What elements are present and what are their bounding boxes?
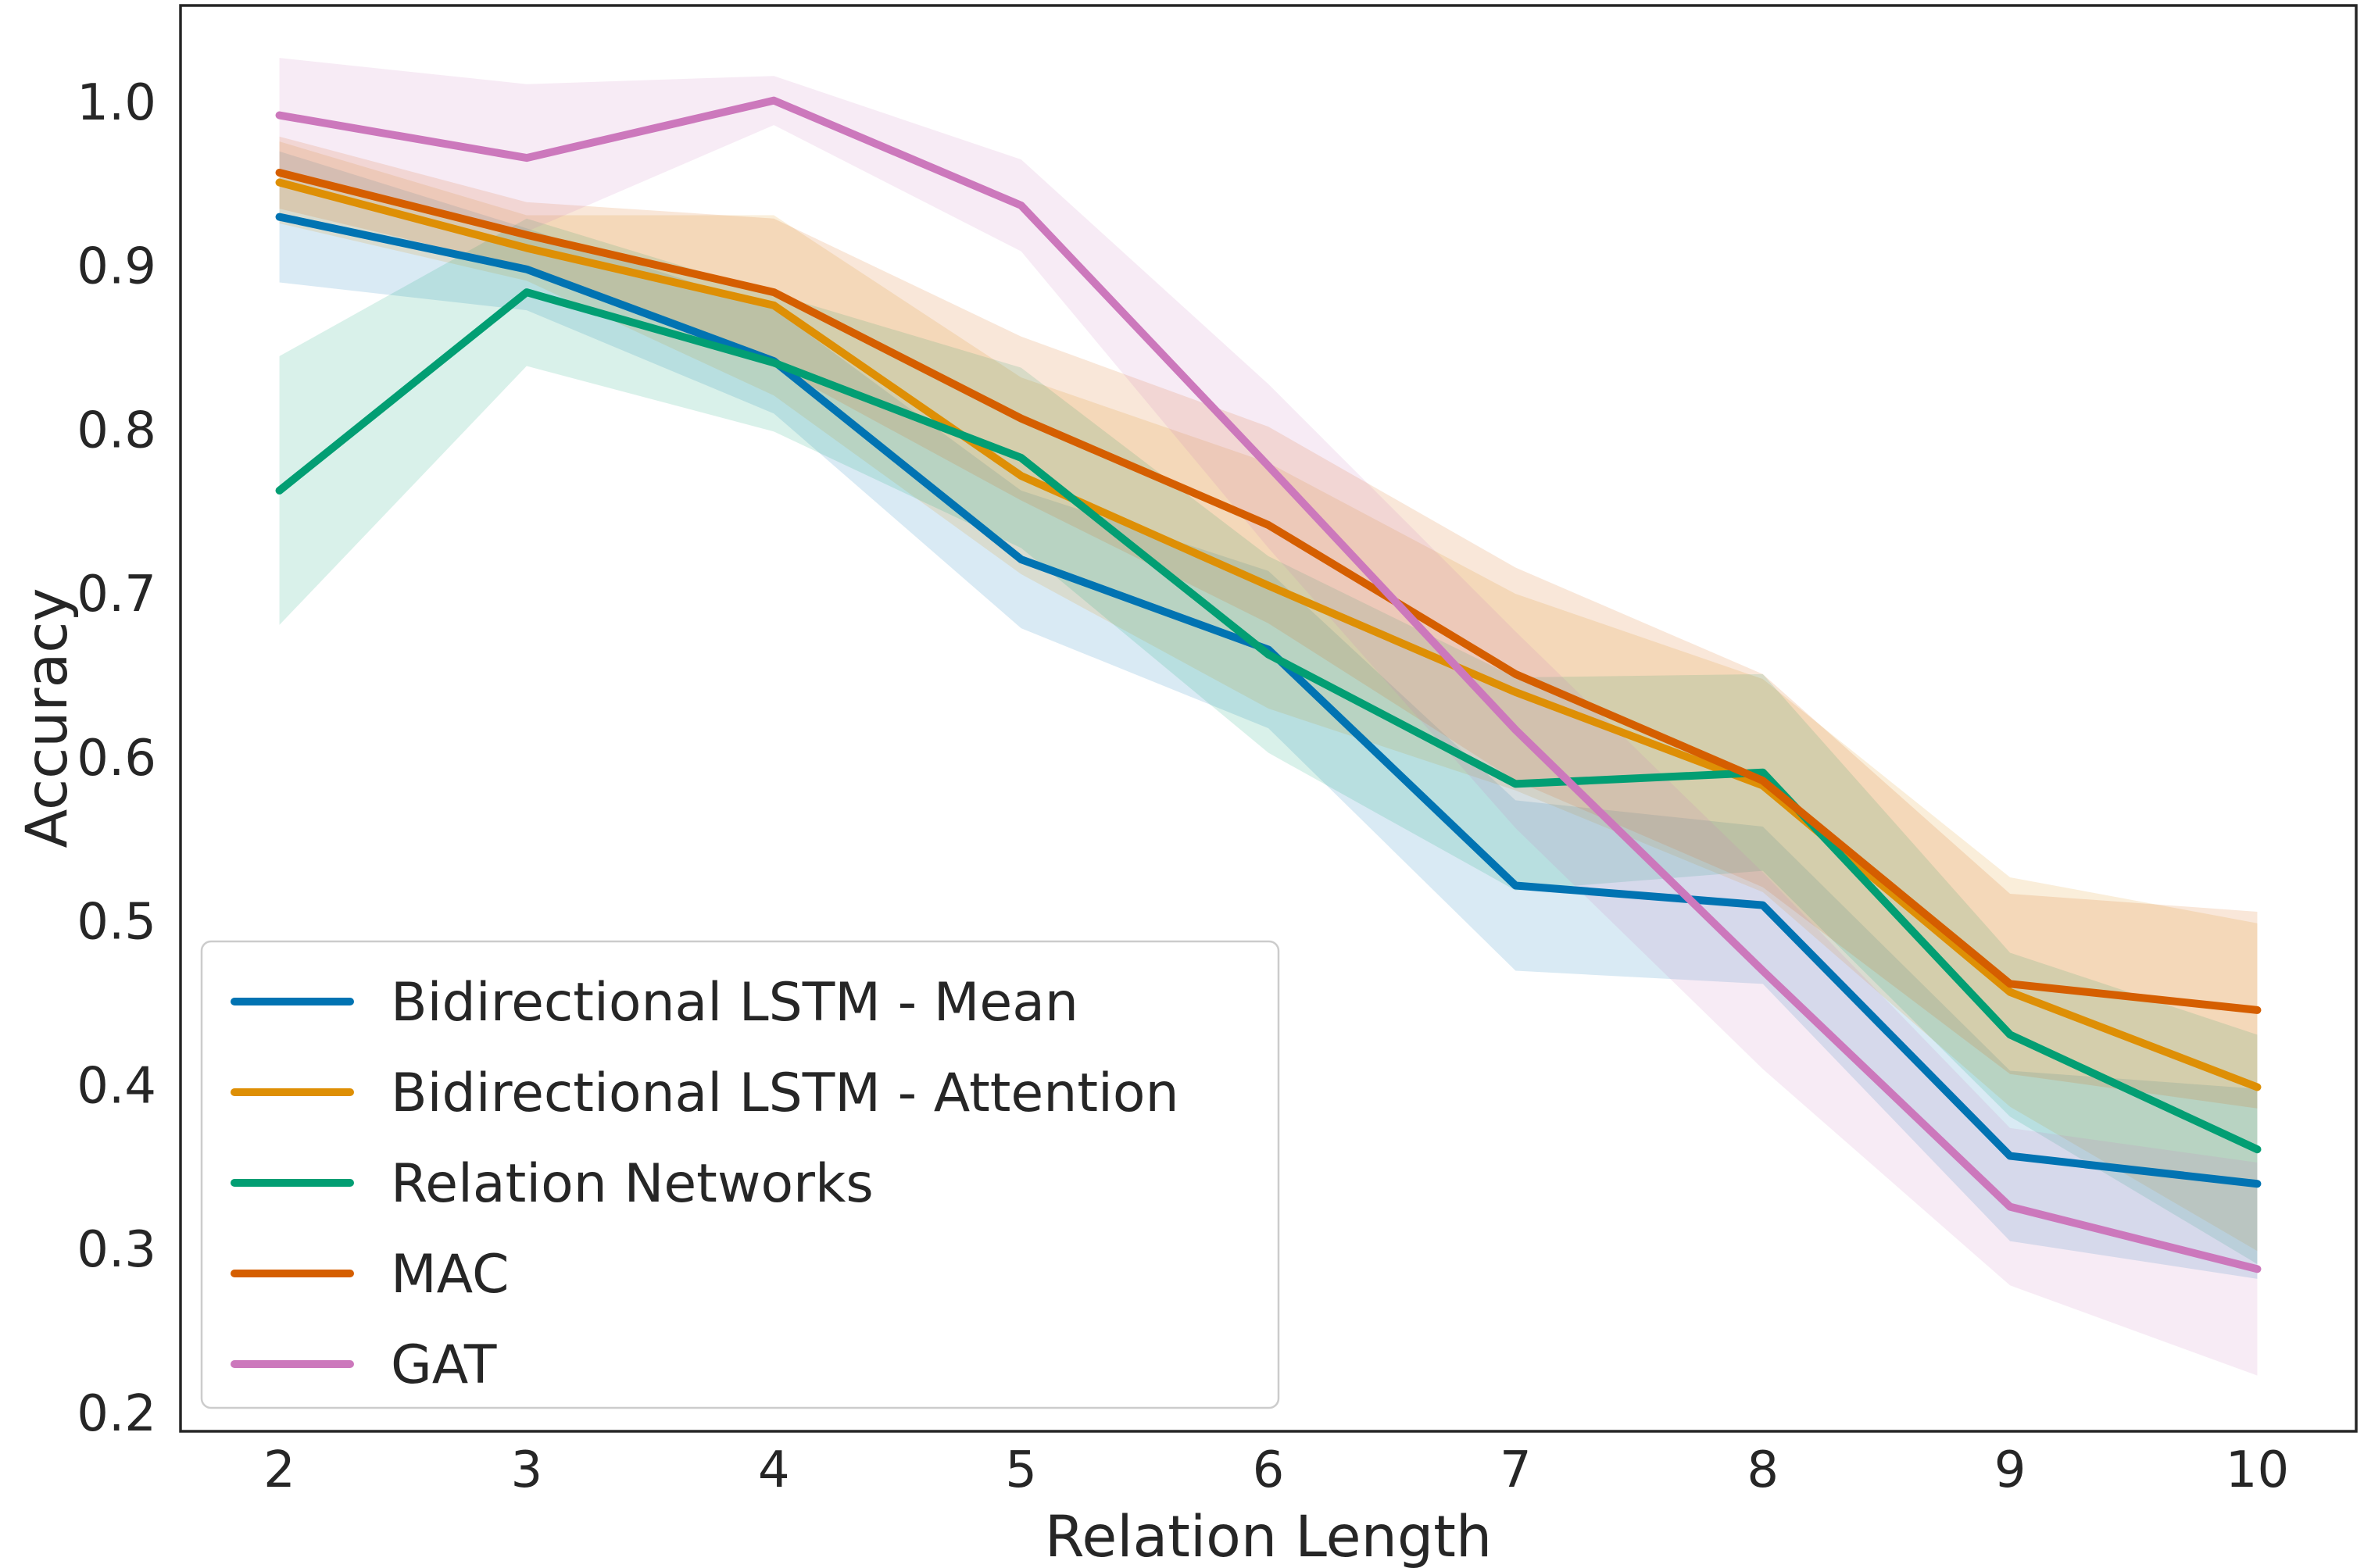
x-tick-5: 5 xyxy=(1005,1441,1037,1499)
x-tick-4: 4 xyxy=(758,1441,790,1499)
series-line-relation-networks xyxy=(275,288,2262,1154)
legend-item-mac: MAC xyxy=(391,1244,509,1305)
legend-item-gat: GAT xyxy=(391,1334,497,1396)
series-line-bidirectional-lstm-attention xyxy=(275,178,2262,1091)
y-tick-0.6: 0.6 xyxy=(77,730,156,788)
series-line-gat xyxy=(275,96,2262,1273)
x-axis-tick-labels: 2 3 4 5 6 7 8 9 10 xyxy=(263,1441,2289,1499)
x-tick-7: 7 xyxy=(1500,1441,1532,1499)
y-tick-1.0: 1.0 xyxy=(77,74,156,132)
y-tick-0.5: 0.5 xyxy=(77,894,156,952)
legend: Bidirectional LSTM - Mean Bidirectional L… xyxy=(200,940,1280,1409)
y-axis-tick-labels: 1.0 0.9 0.8 0.7 0.6 0.5 0.4 0.3 0.2 xyxy=(77,74,156,1443)
x-tick-2: 2 xyxy=(263,1441,295,1499)
y-tick-0.2: 0.2 xyxy=(77,1385,156,1443)
series-lines xyxy=(275,96,2262,1273)
x-tick-10: 10 xyxy=(2226,1441,2289,1499)
y-tick-0.3: 0.3 xyxy=(77,1221,156,1279)
legend-item-bidirectional-lstm-attention: Bidirectional LSTM - Attention xyxy=(391,1063,1179,1124)
legend-item-relation-networks: Relation Networks xyxy=(391,1153,874,1215)
y-axis-label: Accuracy xyxy=(14,588,80,848)
y-tick-0.7: 0.7 xyxy=(77,566,156,623)
band-bidirectional-lstm-mean xyxy=(279,151,2258,1279)
x-axis-label: Relation Length xyxy=(1045,1504,1492,1568)
x-tick-6: 6 xyxy=(1253,1441,1285,1499)
y-tick-0.4: 0.4 xyxy=(77,1057,156,1115)
y-tick-0.9: 0.9 xyxy=(77,238,156,296)
band-bidirectional-lstm-attention xyxy=(279,141,2258,1252)
legend-box xyxy=(200,940,1280,1409)
x-tick-8: 8 xyxy=(1747,1441,1779,1499)
series-line-mac xyxy=(275,168,2262,1014)
y-tick-0.8: 0.8 xyxy=(77,402,156,459)
x-tick-3: 3 xyxy=(511,1441,543,1499)
band-gat xyxy=(279,58,2258,1376)
band-mac xyxy=(279,136,2258,1109)
confidence-bands xyxy=(279,58,2258,1376)
band-relation-networks xyxy=(279,218,2258,1265)
plot-border xyxy=(179,4,2358,1433)
legend-item-bidirectional-lstm-mean: Bidirectional LSTM - Mean xyxy=(391,972,1078,1034)
x-tick-9: 9 xyxy=(1994,1441,2026,1499)
